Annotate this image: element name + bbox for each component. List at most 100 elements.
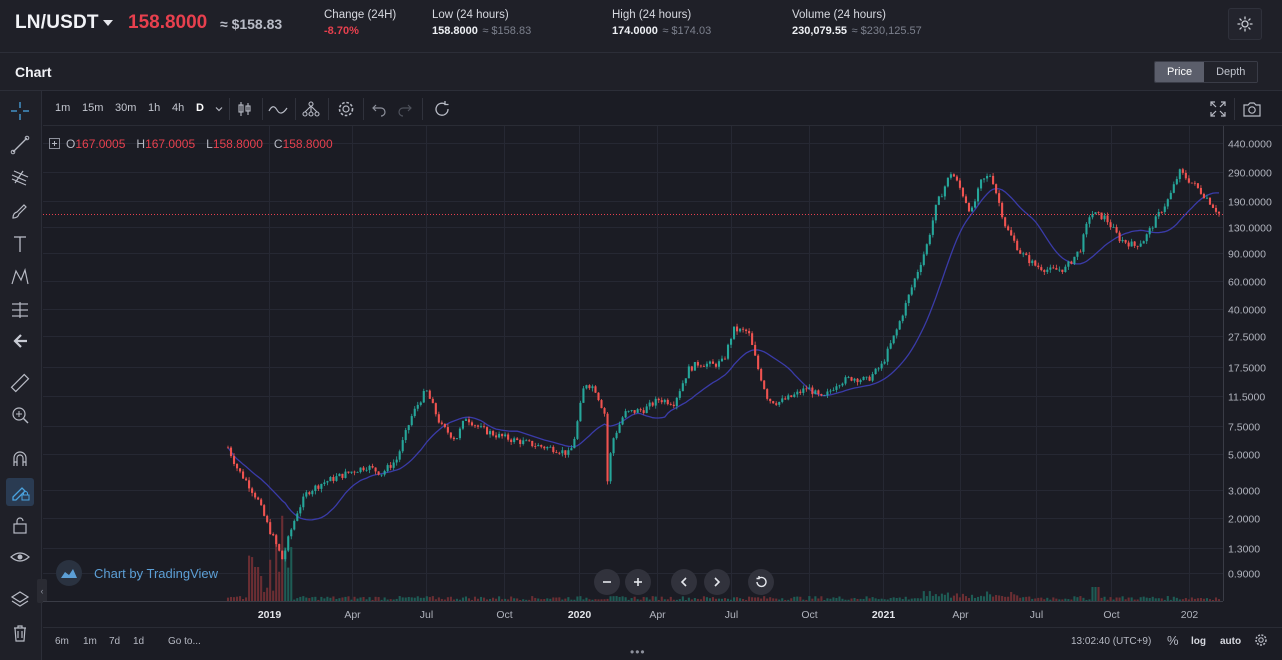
- candle: [660, 397, 663, 405]
- candle: [1007, 224, 1010, 231]
- crosshair-button[interactable]: [6, 97, 34, 125]
- depth-view-button[interactable]: Depth: [1204, 62, 1258, 82]
- reset-chart-button[interactable]: [748, 569, 774, 595]
- prediction-button[interactable]: [6, 296, 34, 324]
- volume-bar: [495, 598, 498, 601]
- pitchfork-button[interactable]: [6, 164, 34, 192]
- interval-1m[interactable]: 1m: [55, 102, 71, 114]
- candle: [245, 476, 248, 481]
- redo-button[interactable]: [393, 97, 417, 121]
- scroll-left-button[interactable]: [671, 569, 697, 595]
- volume-bar: [416, 596, 419, 601]
- zoom-in-button[interactable]: [6, 401, 34, 429]
- candle: [561, 446, 564, 457]
- candle: [964, 194, 968, 204]
- volume-bar: [814, 596, 817, 601]
- volume-bar: [519, 599, 522, 601]
- chart-type-button[interactable]: [233, 97, 257, 121]
- candle: [1097, 211, 1100, 216]
- candle: [516, 437, 519, 441]
- candle: [284, 548, 287, 562]
- candle: [907, 294, 910, 307]
- layers-button[interactable]: [6, 585, 34, 613]
- expand-legend-icon[interactable]: [49, 138, 60, 149]
- auto-scale-toggle[interactable]: auto: [1220, 636, 1242, 647]
- candle: [564, 450, 567, 458]
- reload-icon: [435, 101, 449, 116]
- volume-bar: [467, 598, 471, 601]
- candle: [693, 361, 696, 371]
- candle: [350, 471, 353, 475]
- interval-15m[interactable]: 15m: [82, 102, 104, 114]
- volume-bar: [1067, 599, 1070, 601]
- zoom-out-button[interactable]: [594, 569, 620, 595]
- tradingview-watermark[interactable]: Chart by TradingView: [56, 560, 218, 586]
- trend-line-button[interactable]: [6, 131, 34, 159]
- range-7d[interactable]: 7d: [109, 636, 121, 647]
- scale-settings-button[interactable]: [1254, 633, 1268, 652]
- volume-bar: [1211, 599, 1215, 601]
- volume-bar: [455, 598, 458, 601]
- reload-button[interactable]: [430, 97, 454, 121]
- volume-bar: [1112, 599, 1115, 601]
- pattern-button[interactable]: [6, 263, 34, 291]
- chart-settings-button[interactable]: [334, 97, 358, 121]
- interval-dropdown[interactable]: [207, 97, 231, 121]
- candle: [627, 410, 630, 413]
- delete-drawings-button[interactable]: [6, 619, 34, 647]
- volume-bar: [633, 596, 636, 601]
- collapse-toolbar-button[interactable]: ‹: [37, 579, 47, 603]
- text-tool-button[interactable]: [6, 230, 34, 258]
- scroll-right-button[interactable]: [704, 569, 730, 595]
- interval-1h[interactable]: 1h: [148, 102, 161, 114]
- candle: [976, 186, 980, 205]
- lock-drawing-button[interactable]: [6, 478, 34, 506]
- chevron-down-icon[interactable]: [103, 20, 113, 26]
- fullscreen-button[interactable]: [1206, 97, 1230, 121]
- volume-bar: [871, 597, 874, 601]
- ruler-button[interactable]: [6, 369, 34, 397]
- indicators-button[interactable]: [266, 97, 290, 121]
- back-button[interactable]: [6, 327, 34, 355]
- volume-bar: [895, 597, 898, 601]
- volume-bar: [787, 599, 790, 601]
- candle: [470, 420, 474, 427]
- volume-bar: [714, 598, 718, 601]
- range-6m[interactable]: 6m: [55, 636, 69, 647]
- candle: [802, 385, 805, 396]
- brush-button[interactable]: [6, 197, 34, 225]
- undo-icon: [372, 104, 386, 117]
- volume-bar: [983, 596, 986, 601]
- volume-bar: [561, 599, 564, 601]
- log-scale-toggle[interactable]: log: [1191, 636, 1206, 647]
- volume-bar: [817, 598, 820, 601]
- interval-4h[interactable]: 4h: [172, 102, 185, 114]
- percent-scale-toggle[interactable]: %: [1167, 633, 1179, 648]
- price-chart[interactable]: 158.8000 440.0000 290.0000 190.0000 130.000…: [43, 126, 1282, 627]
- volume-bar: [392, 599, 395, 601]
- volume-bar: [781, 598, 784, 601]
- interval-30m[interactable]: 30m: [115, 102, 137, 114]
- candle: [952, 173, 955, 177]
- templates-button[interactable]: [299, 97, 323, 121]
- pair-selector[interactable]: LN/USDT: [15, 12, 99, 33]
- undo-button[interactable]: [367, 97, 391, 121]
- volume-bar: [588, 599, 591, 601]
- more-options-handle[interactable]: •••: [630, 645, 646, 659]
- candle: [832, 387, 835, 392]
- magnet-button[interactable]: [6, 445, 34, 473]
- goto-date-button[interactable]: Go to...: [168, 636, 201, 647]
- range-1m[interactable]: 1m: [83, 636, 97, 647]
- visibility-button[interactable]: [6, 543, 34, 571]
- candle: [1106, 212, 1109, 225]
- price-axis[interactable]: 440.0000 290.0000 190.0000 130.0000 90.0000 6…: [1223, 126, 1282, 627]
- unlock-button[interactable]: [6, 511, 34, 539]
- screenshot-button[interactable]: [1240, 97, 1264, 121]
- time-axis[interactable]: 2019 Apr Jul Oct 2020 Apr Jul Oct 2021 Apr Jul Oct 2…: [43, 601, 1282, 627]
- theme-toggle-button[interactable]: [1228, 8, 1262, 40]
- range-1d[interactable]: 1d: [133, 636, 145, 647]
- zoom-in-nav-button[interactable]: [625, 569, 651, 595]
- volume-bar: [1157, 598, 1160, 601]
- interval-d[interactable]: D: [196, 102, 204, 114]
- price-view-button[interactable]: Price: [1155, 62, 1205, 82]
